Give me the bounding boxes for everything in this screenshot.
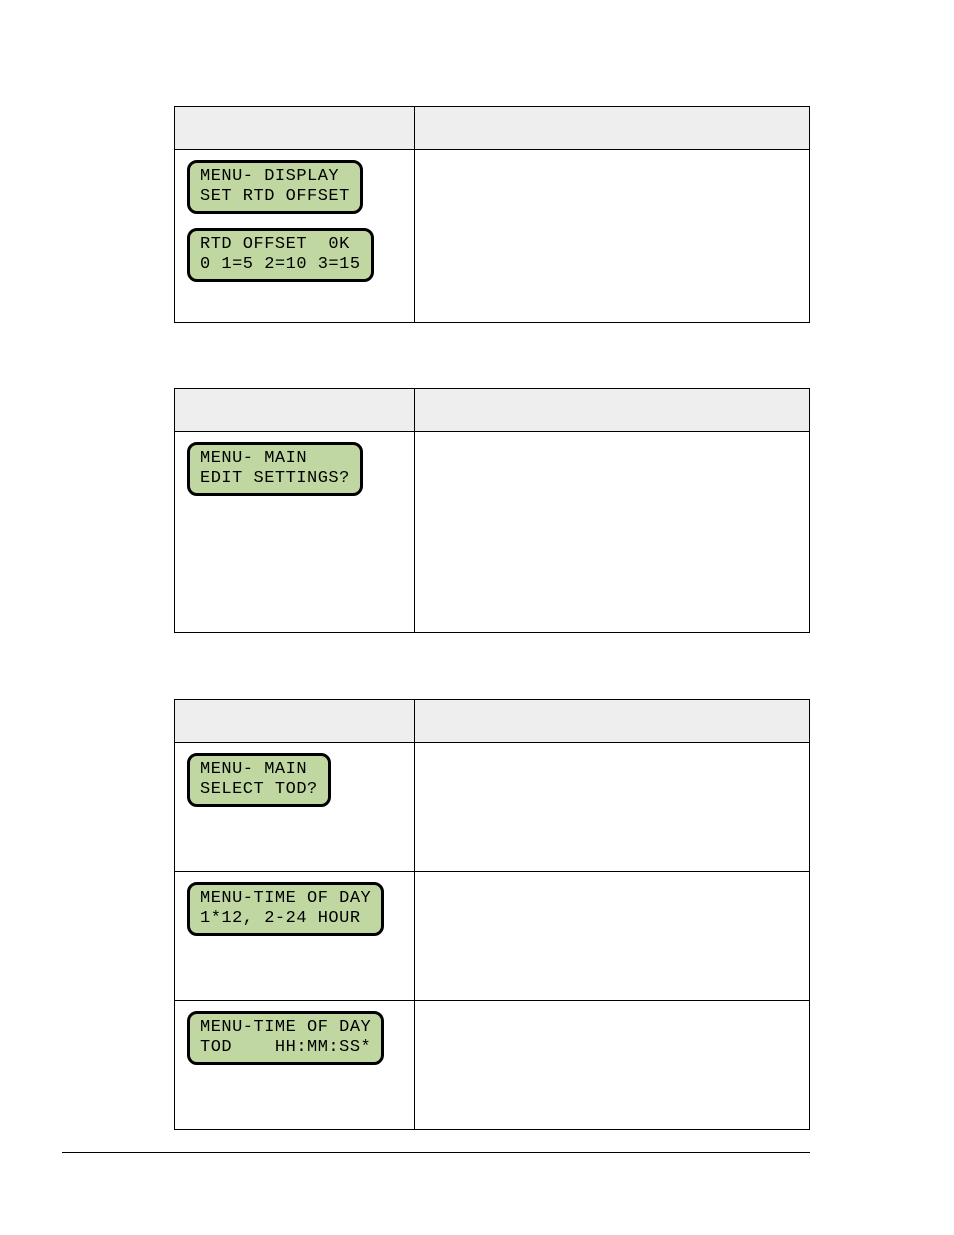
lcd-line-1: MENU- DISPLAY <box>200 167 339 186</box>
lcd-screen: MENU- MAIN EDIT SETTINGS? <box>187 442 363 496</box>
cell-inner <box>415 872 809 902</box>
table-header-right <box>415 107 810 150</box>
table-header-left <box>175 389 415 432</box>
lcd-screen: MENU- MAIN SELECT TOD? <box>187 753 331 807</box>
cell-inner <box>415 743 809 773</box>
description-cell <box>415 743 810 872</box>
table-header-right <box>415 389 810 432</box>
menu-table-1: MENU- DISPLAY SET RTD OFFSET RTD OFFSET … <box>174 106 810 323</box>
lcd-line-1: MENU-TIME OF DAY <box>200 1018 371 1037</box>
table-header-row <box>175 700 810 743</box>
description-cell <box>415 432 810 633</box>
lcd-line-2: TOD HH:MM:SS* <box>200 1038 371 1057</box>
display-cell: MENU- DISPLAY SET RTD OFFSET RTD OFFSET … <box>175 150 415 323</box>
cell-inner: MENU- DISPLAY SET RTD OFFSET RTD OFFSET … <box>175 150 414 316</box>
display-cell: MENU- MAIN SELECT TOD? <box>175 743 415 872</box>
table-header-right <box>415 700 810 743</box>
lcd-screen: MENU- DISPLAY SET RTD OFFSET <box>187 160 363 214</box>
cell-inner: MENU- MAIN SELECT TOD? <box>175 743 414 841</box>
lcd-line-2: SET RTD OFFSET <box>200 187 350 206</box>
display-cell: MENU- MAIN EDIT SETTINGS? <box>175 432 415 633</box>
lcd-screen: MENU-TIME OF DAY 1*12, 2-24 HOUR <box>187 882 384 936</box>
lcd-line-1: MENU- MAIN <box>200 760 307 779</box>
menu-table-2: MENU- MAIN EDIT SETTINGS? <box>174 388 810 633</box>
lcd-line-2: SELECT TOD? <box>200 780 318 799</box>
cell-inner: MENU- MAIN EDIT SETTINGS? <box>175 432 414 530</box>
table-row: MENU- DISPLAY SET RTD OFFSET RTD OFFSET … <box>175 150 810 323</box>
lcd-line-2: EDIT SETTINGS? <box>200 469 350 488</box>
table-header-row <box>175 389 810 432</box>
table-row: MENU-TIME OF DAY TOD HH:MM:SS* <box>175 1001 810 1130</box>
cell-inner <box>415 150 809 180</box>
lcd-line-2: 0 1=5 2=10 3=15 <box>200 255 361 274</box>
menu-table-3: MENU- MAIN SELECT TOD? MENU-TIME OF DAY … <box>174 699 810 1130</box>
lcd-screen: MENU-TIME OF DAY TOD HH:MM:SS* <box>187 1011 384 1065</box>
description-cell <box>415 1001 810 1130</box>
description-cell <box>415 872 810 1001</box>
table-row: MENU- MAIN SELECT TOD? <box>175 743 810 872</box>
description-cell <box>415 150 810 323</box>
table-row: MENU-TIME OF DAY 1*12, 2-24 HOUR <box>175 872 810 1001</box>
lcd-line-1: MENU-TIME OF DAY <box>200 889 371 908</box>
table-row: MENU- MAIN EDIT SETTINGS? <box>175 432 810 633</box>
lcd-line-2: 1*12, 2-24 HOUR <box>200 909 361 928</box>
table-header-left <box>175 107 415 150</box>
table-header-left <box>175 700 415 743</box>
display-cell: MENU-TIME OF DAY 1*12, 2-24 HOUR <box>175 872 415 1001</box>
cell-inner <box>415 1001 809 1031</box>
cell-inner <box>415 432 809 462</box>
display-cell: MENU-TIME OF DAY TOD HH:MM:SS* <box>175 1001 415 1130</box>
cell-inner: MENU-TIME OF DAY 1*12, 2-24 HOUR <box>175 872 414 970</box>
table-header-row <box>175 107 810 150</box>
lcd-screen: RTD OFFSET 0K 0 1=5 2=10 3=15 <box>187 228 374 282</box>
cell-inner: MENU-TIME OF DAY TOD HH:MM:SS* <box>175 1001 414 1099</box>
lcd-line-1: MENU- MAIN <box>200 449 307 468</box>
footer-divider <box>62 1152 810 1153</box>
lcd-line-1: RTD OFFSET 0K <box>200 235 350 254</box>
